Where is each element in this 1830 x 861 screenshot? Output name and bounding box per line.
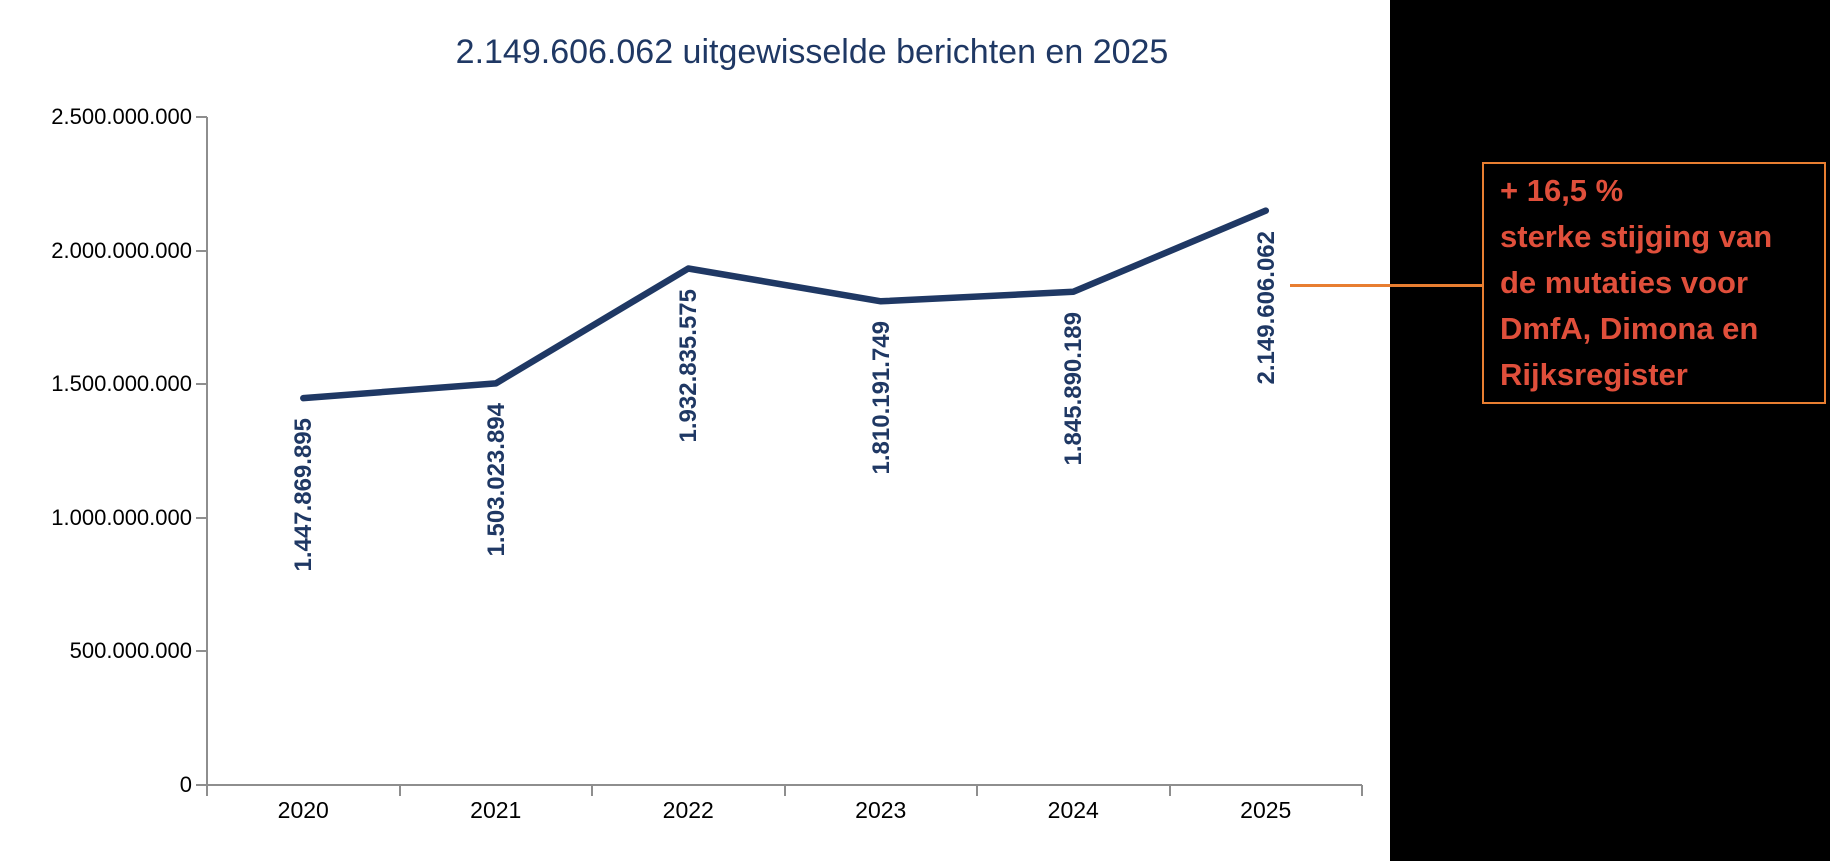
x-axis-tick-label: 2020 [277, 797, 329, 823]
annotation-line: Rijksregister [1500, 357, 1688, 392]
annotation-line: DmfA, Dimona en [1500, 311, 1759, 346]
x-axis-tick-label: 2022 [662, 797, 714, 823]
annotation-line: sterke stijging van [1500, 219, 1773, 254]
x-axis-tick-label: 2024 [1047, 797, 1099, 823]
annotation-line: de mutaties voor [1500, 265, 1749, 300]
x-axis-tick-label: 2023 [855, 797, 907, 823]
y-axis-tick-label: 500.000.000 [69, 638, 192, 664]
y-axis-tick-label: 2.500.000.000 [51, 104, 192, 129]
right-black-band [1390, 0, 1830, 861]
data-point-label: 2.149.606.062 [1252, 230, 1280, 385]
chart-title: 2.149.606.062 uitgewisselde berichten en… [455, 33, 1169, 71]
trend-line [300, 207, 1270, 402]
data-point-label: 1.503.023.894 [482, 403, 510, 557]
data-point-label: 1.447.869.895 [290, 418, 318, 572]
annotation-line-percentage: + 16,5 % [1500, 173, 1624, 208]
annotation-box: + 16,5 % sterke stijging van de mutaties… [1482, 162, 1826, 404]
x-axis-tick-label: 2025 [1240, 797, 1292, 823]
data-point-label: 1.845.890.189 [1060, 311, 1088, 466]
x-axis-tick-label: 2021 [470, 797, 522, 823]
annotation-connector-line [1290, 284, 1482, 287]
data-point-label: 1.932.835.575 [675, 288, 703, 443]
y-axis-tick-label: 1.000.000.000 [51, 504, 192, 530]
y-axis-tick-label: 1.500.000.000 [51, 371, 192, 397]
y-axis-tick-label: 0 [179, 772, 192, 797]
y-axis-tick-label: 2.000.000.000 [51, 237, 192, 263]
data-point-label: 1.810.191.749 [867, 321, 895, 475]
